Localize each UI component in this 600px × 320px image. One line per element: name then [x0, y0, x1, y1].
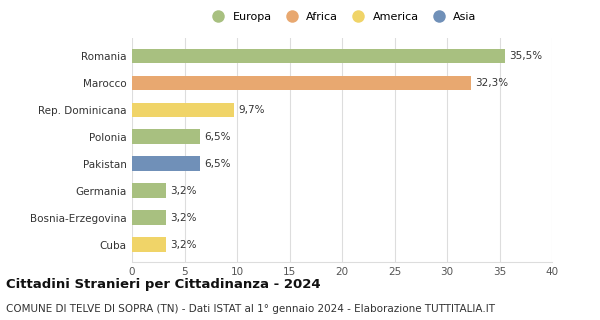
Bar — [132, 76, 471, 90]
Text: 6,5%: 6,5% — [205, 132, 231, 142]
Text: Cittadini Stranieri per Cittadinanza - 2024: Cittadini Stranieri per Cittadinanza - 2… — [6, 278, 320, 292]
Text: COMUNE DI TELVE DI SOPRA (TN) - Dati ISTAT al 1° gennaio 2024 - Elaborazione TUT: COMUNE DI TELVE DI SOPRA (TN) - Dati IST… — [6, 304, 495, 314]
Text: 3,2%: 3,2% — [170, 240, 196, 250]
Text: 3,2%: 3,2% — [170, 186, 196, 196]
Bar — [132, 211, 166, 225]
Bar — [132, 183, 166, 198]
Bar — [132, 237, 166, 252]
Legend: Europa, Africa, America, Asia: Europa, Africa, America, Asia — [205, 10, 479, 24]
Text: 32,3%: 32,3% — [475, 78, 508, 88]
Text: 35,5%: 35,5% — [509, 51, 542, 61]
Bar — [132, 102, 234, 117]
Text: 9,7%: 9,7% — [238, 105, 265, 115]
Bar — [132, 49, 505, 63]
Text: 3,2%: 3,2% — [170, 213, 196, 223]
Bar — [132, 156, 200, 171]
Text: 6,5%: 6,5% — [205, 159, 231, 169]
Bar — [132, 130, 200, 144]
